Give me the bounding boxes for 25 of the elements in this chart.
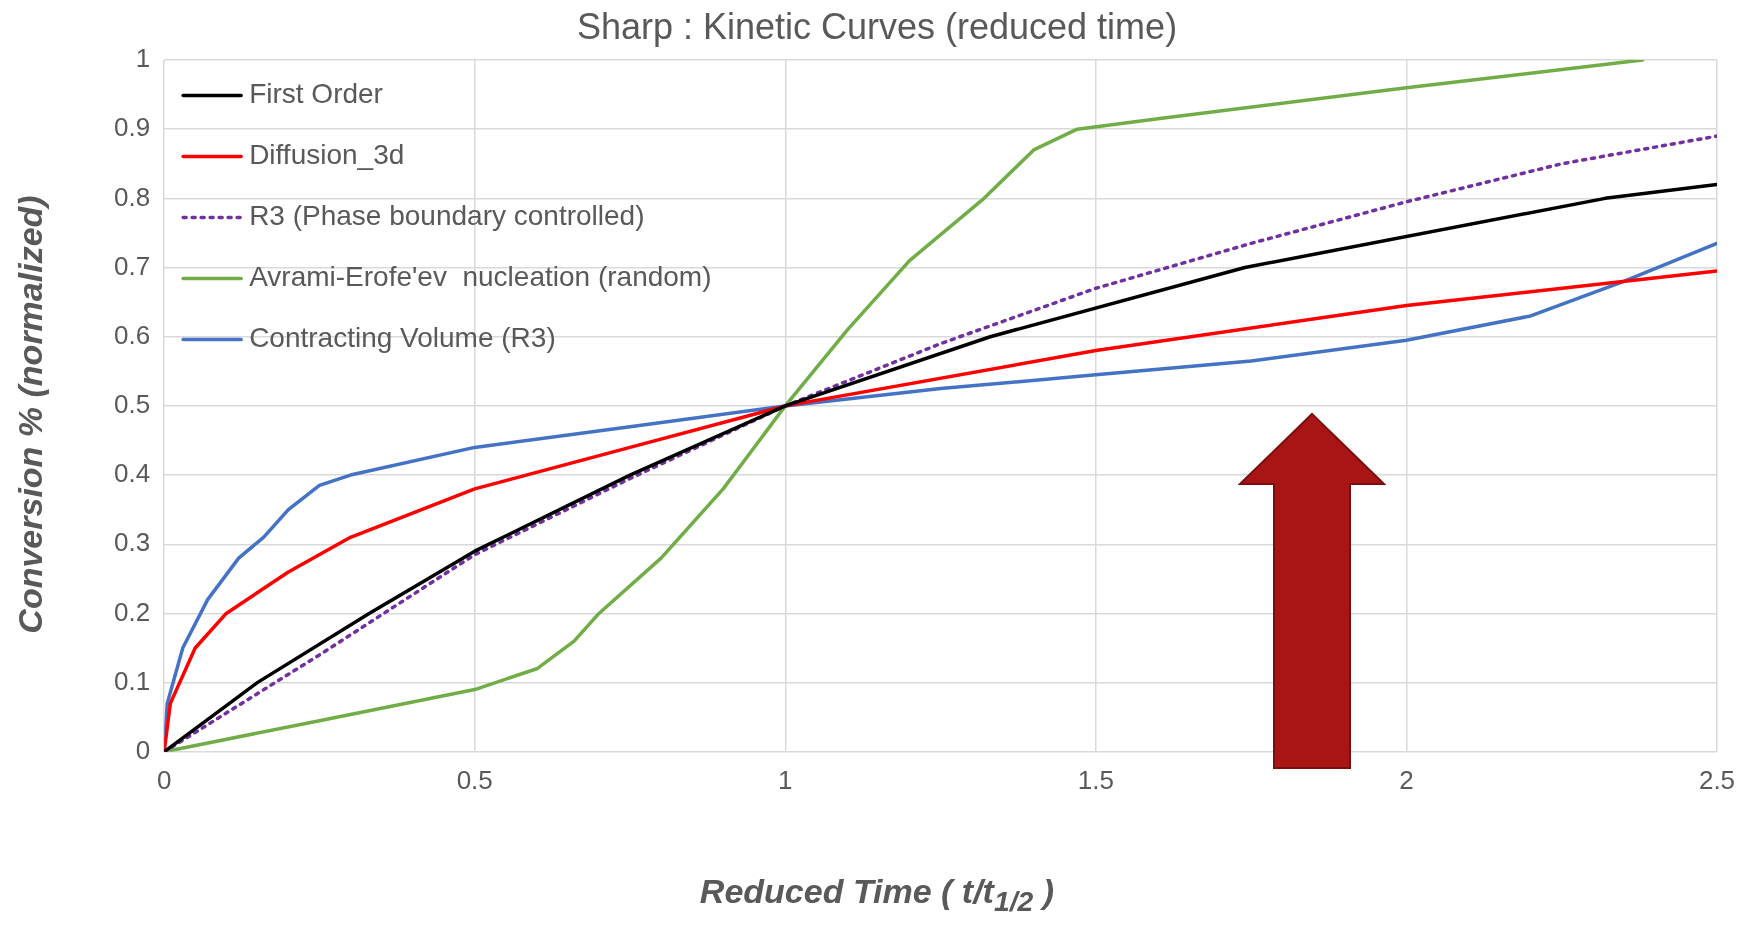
y-tick-label: 0.8 [113, 181, 151, 212]
legend-label: Diffusion_3d [249, 139, 405, 171]
x-tick-label: 0 [156, 764, 172, 795]
y-tick-label: 0.5 [113, 389, 151, 420]
y-tick-label: 0.1 [113, 665, 151, 696]
x-tick-label: 1 [778, 764, 793, 795]
legend-label: R3 (Phase boundary controlled) [249, 200, 645, 232]
chart-title: Sharp : Kinetic Curves (reduced time) [576, 6, 1178, 47]
x-tick-label: 2.5 [1698, 764, 1736, 795]
x-axis-title: Reduced Time ( t/t$_{1/2}$ ) [698, 872, 1056, 918]
y-axis-title: Conversion % (normalized) [10, 194, 50, 636]
x-tick-label: 1.5 [1077, 764, 1114, 795]
y-tick-label: 0.3 [113, 527, 151, 558]
y-tick-label: 0.6 [113, 319, 151, 350]
y-tick-label: 0.4 [113, 458, 151, 489]
y-tick-label: 1 [135, 43, 151, 74]
y-tick-label: 0.7 [113, 250, 151, 281]
y-tick-label: 0.2 [113, 596, 151, 627]
legend-label: First Order [249, 78, 383, 110]
x-tick-label: 2 [1399, 764, 1414, 795]
legend-label: Avrami-Erofe'ev nucleation (random) [249, 261, 712, 293]
legend-label: Contracting Volume (R3) [249, 322, 556, 354]
y-tick-label: 0.9 [113, 112, 151, 143]
x-tick-label: 0.5 [456, 764, 493, 795]
y-tick-label: 0 [135, 734, 151, 765]
